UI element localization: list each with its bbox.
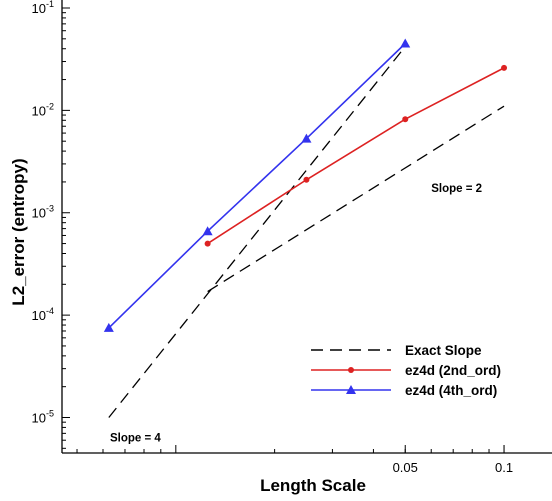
legend-label-2nd-order: ez4d (2nd_ord)	[405, 363, 501, 378]
data-point-4th-order	[202, 226, 213, 236]
data-point-2nd-order	[501, 64, 508, 71]
y-axis-ticks: 10-5 10-4 10-3 10-2 10-1	[32, 0, 70, 449]
y-tick-label: 10-1	[32, 0, 54, 16]
x-axis-title: Length Scale	[260, 476, 366, 495]
legend-label-4th-order: ez4d (4th_ord)	[405, 383, 497, 398]
x-tick-label: 0.05	[393, 460, 418, 475]
y-tick-label: 10-5	[32, 408, 54, 425]
reference-lines	[108, 46, 505, 418]
legend: Exact Slope ez4d (2nd_ord) ez4d (4th_ord)	[311, 343, 501, 398]
slope-2-reference-line	[207, 105, 505, 293]
series-markers	[103, 38, 508, 332]
data-point-2nd-order	[204, 240, 211, 247]
legend-marker-4th-order	[346, 385, 356, 394]
y-tick-label: 10-2	[32, 101, 54, 118]
data-point-4th-order	[301, 133, 312, 143]
slope-4-label: Slope = 4	[110, 433, 161, 445]
legend-label-exact-slope: Exact Slope	[405, 343, 482, 358]
y-tick-label: 10-4	[32, 306, 54, 323]
annotations: Slope = 2 Slope = 4	[110, 183, 482, 445]
data-point-2nd-order	[303, 176, 310, 183]
slope-4-reference-line	[108, 46, 406, 418]
data-point-4th-order	[400, 38, 411, 48]
data-point-4th-order	[103, 322, 114, 332]
series-lines	[108, 42, 505, 329]
slope-2-label: Slope = 2	[431, 183, 482, 195]
x-tick-label: 0.1	[495, 460, 513, 475]
x-axis-ticks: 0.05 0.1	[76, 445, 513, 475]
data-point-2nd-order	[402, 116, 409, 123]
y-tick-label: 10-3	[32, 204, 54, 221]
y-axis-title: L2_error (entropy)	[9, 158, 28, 305]
series-2nd-order-line	[207, 67, 505, 245]
legend-marker-2nd-order	[348, 367, 354, 373]
series-4th-order-line	[108, 42, 406, 329]
